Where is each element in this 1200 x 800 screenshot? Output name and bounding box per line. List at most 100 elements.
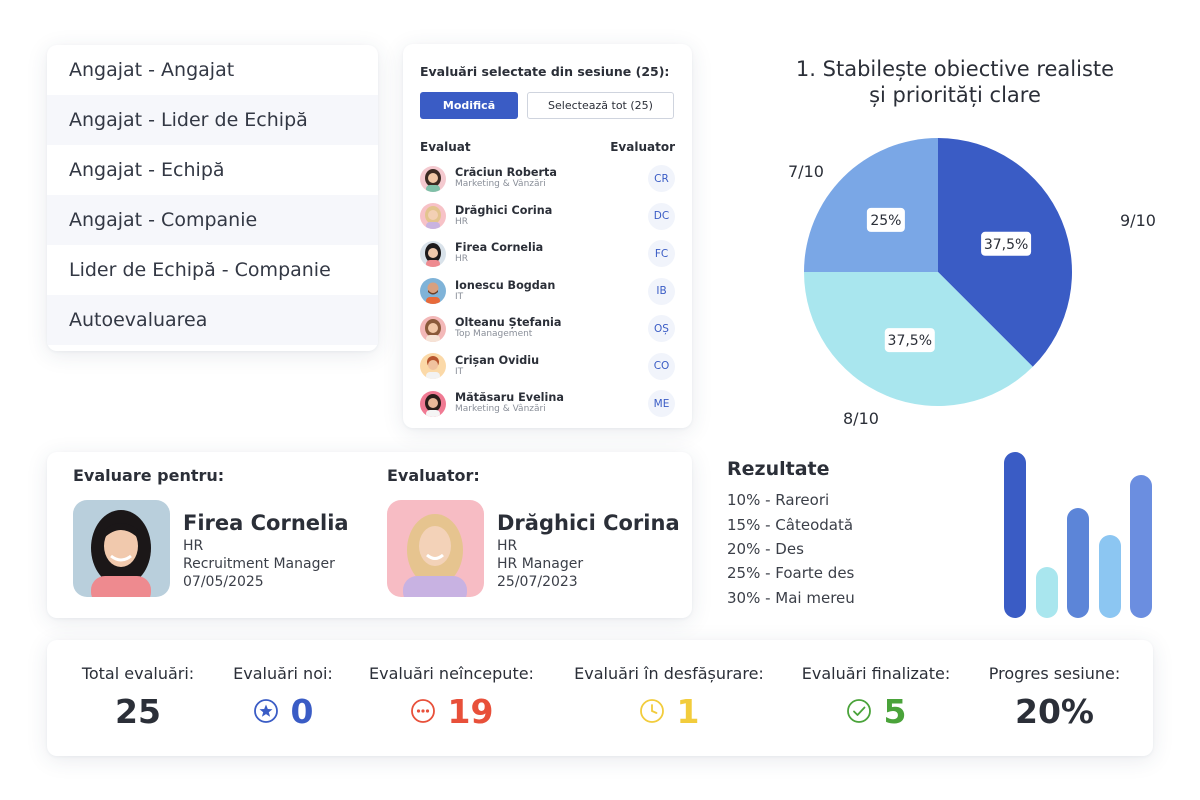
relation-item-angajat-angajat[interactable]: Angajat - Angajat [69,59,235,81]
evaluated-department: IT [455,291,464,302]
session-stats-bar: Total evaluări: 25 Evaluări noi: 0 Evalu… [47,640,1153,756]
evaluator-department: HR [497,538,518,554]
selection-title: Evaluări selectate din sesiune (25): [420,64,670,79]
column-header-evaluated: Evaluat [420,140,471,154]
results-title: Rezultate [727,458,830,480]
stat-progress: Progres sesiune: 20% [977,664,1132,731]
relation-item-angajat-echipa[interactable]: Angajat - Echipă [69,159,225,181]
evaluated-name: Crăciun Roberta [455,166,557,180]
evaluated-role: Recruitment Manager [183,556,335,572]
evaluation-card: Evaluare pentru: Firea Cornelia HR Recru… [47,452,692,618]
avatar [420,315,446,342]
evaluator-initials-badge[interactable]: DC [648,202,675,230]
pie-chart: 37,5% 37,5% 25% 9/10 8/10 7/10 [788,138,1156,428]
evaluation-row[interactable]: Crăciun Roberta Marketing & Vânzări CR [420,160,675,198]
evaluated-department: HR [455,254,469,265]
evaluator-initials-badge[interactable]: OȘ [648,315,675,343]
relation-item-angajat-lider[interactable]: Angajat - Lider de Echipă [47,95,378,145]
evaluator-initials-badge[interactable]: IB [648,277,675,305]
select-all-button[interactable]: Selectează tot (25) [527,92,674,119]
result-item: 30% - Mai mereu [727,589,855,607]
evaluation-row[interactable]: Ionescu Bogdan IT IB [420,273,675,311]
evaluation-row[interactable]: Drăghici Corina HR DC [420,198,675,236]
evaluated-name: Mătăsaru Evelina [455,391,564,405]
evaluated-name: Firea Cornelia [183,511,349,535]
pie-data-label: 37,5% [888,333,932,349]
stat-finalized: Evaluări finalizate: 5 [795,664,957,731]
stat-value: 5 [883,691,907,731]
avatar [420,165,446,192]
stat-not-started: Evaluări neîncepute: 19 [359,664,544,731]
stat-value: 0 [290,691,314,731]
relation-type-menu: Angajat - Angajat Angajat - Lider de Ech… [47,45,378,351]
pie-slice-7-10 [804,138,938,272]
pie-data-label-bg [866,207,905,232]
evaluated-name: Crișan Ovidiu [455,353,540,367]
column-header-evaluator: Evaluator [610,140,675,154]
stat-total: Total evaluări: 25 [73,664,203,731]
result-item: 10% - Rareori [727,491,830,509]
evaluated-for-label: Evaluare pentru: [73,466,225,485]
pie-data-label-bg [981,231,1032,256]
pie-chart-title: 1. Stabilește obiective realiste și prio… [740,56,1170,108]
avatar [420,278,446,305]
evaluation-row[interactable]: Olteanu Ștefania Top Management OȘ [420,310,675,348]
pie-data-label: 25% [870,213,901,229]
star-circle-icon [253,699,278,723]
evaluated-photo [73,500,170,597]
evaluation-row[interactable]: Crișan Ovidiu IT CO [420,348,675,386]
evaluator-role: HR Manager [497,556,584,572]
evaluation-row[interactable]: Firea Cornelia HR FC [420,235,675,273]
pie-data-label: 37,5% [984,237,1028,253]
evaluator-initials-badge[interactable]: CR [648,165,675,193]
evaluator-initials-badge[interactable]: FC [648,240,675,268]
pie-outer-label-8-10: 8/10 [843,409,879,428]
stat-label: Progres sesiune: [988,664,1121,683]
relation-item-angajat-companie[interactable]: Angajat - Companie [47,195,378,245]
result-bar [1130,475,1152,618]
evaluated-name: Drăghici Corina [455,203,553,217]
avatar [420,203,446,230]
stat-label: Evaluări noi: [233,664,333,683]
pie-outer-label-7-10: 7/10 [788,162,824,181]
check-circle-icon [846,699,871,723]
evaluation-row[interactable]: Mătăsaru Evelina Marketing & Vânzări ME [420,385,675,423]
evaluated-department: Marketing & Vânzări [455,179,546,190]
modify-button[interactable]: Modifică [420,92,518,119]
evaluated-date: 07/05/2025 [183,574,264,590]
result-item: 15% - Câteodată [727,516,854,534]
evaluator-label: Evaluator: [387,466,480,485]
relation-item-lider-companie[interactable]: Lider de Echipă - Companie [69,259,331,281]
evaluator-photo [387,500,484,597]
evaluated-department: HR [183,538,204,554]
pie-outer-label-9-10: 9/10 [1120,211,1156,230]
dots-circle-icon [410,699,435,723]
evaluator-name: Drăghici Corina [497,511,680,535]
evaluator-initials-badge[interactable]: ME [648,390,675,418]
evaluated-department: HR [455,216,469,227]
selected-evaluations-panel: Evaluări selectate din sesiune (25): Mod… [403,44,692,428]
evaluated-department: Marketing & Vânzări [455,404,546,415]
clock-icon [639,699,664,723]
result-bar [1098,535,1121,618]
stat-label: Total evaluări: [81,664,195,683]
evaluated-name: Ionescu Bogdan [455,278,556,292]
stat-label: Evaluări neîncepute: [369,664,534,683]
evaluator-initials-badge[interactable]: CO [648,352,675,380]
stat-value: 19 [447,691,494,731]
relation-item-autoevaluare[interactable]: Autoevaluarea [47,295,378,345]
pie-title-line-1: 1. Stabilește obiective realiste [795,57,1115,81]
avatar [420,353,446,380]
evaluated-department: IT [455,366,464,377]
result-bar [1067,508,1089,618]
avatar [420,240,446,267]
evaluated-name: Olteanu Ștefania [455,316,562,330]
result-bar [1035,566,1058,618]
evaluator-date: 25/07/2023 [497,574,578,590]
stat-value: 1 [676,691,700,731]
stat-value: 20% [1015,691,1094,731]
stat-label: Evaluări finalizate: [801,664,951,683]
stat-in-progress: Evaluări în desfășurare: 1 [563,664,775,731]
evaluated-department: Top Management [455,329,533,340]
result-item: 20% - Des [727,540,804,558]
